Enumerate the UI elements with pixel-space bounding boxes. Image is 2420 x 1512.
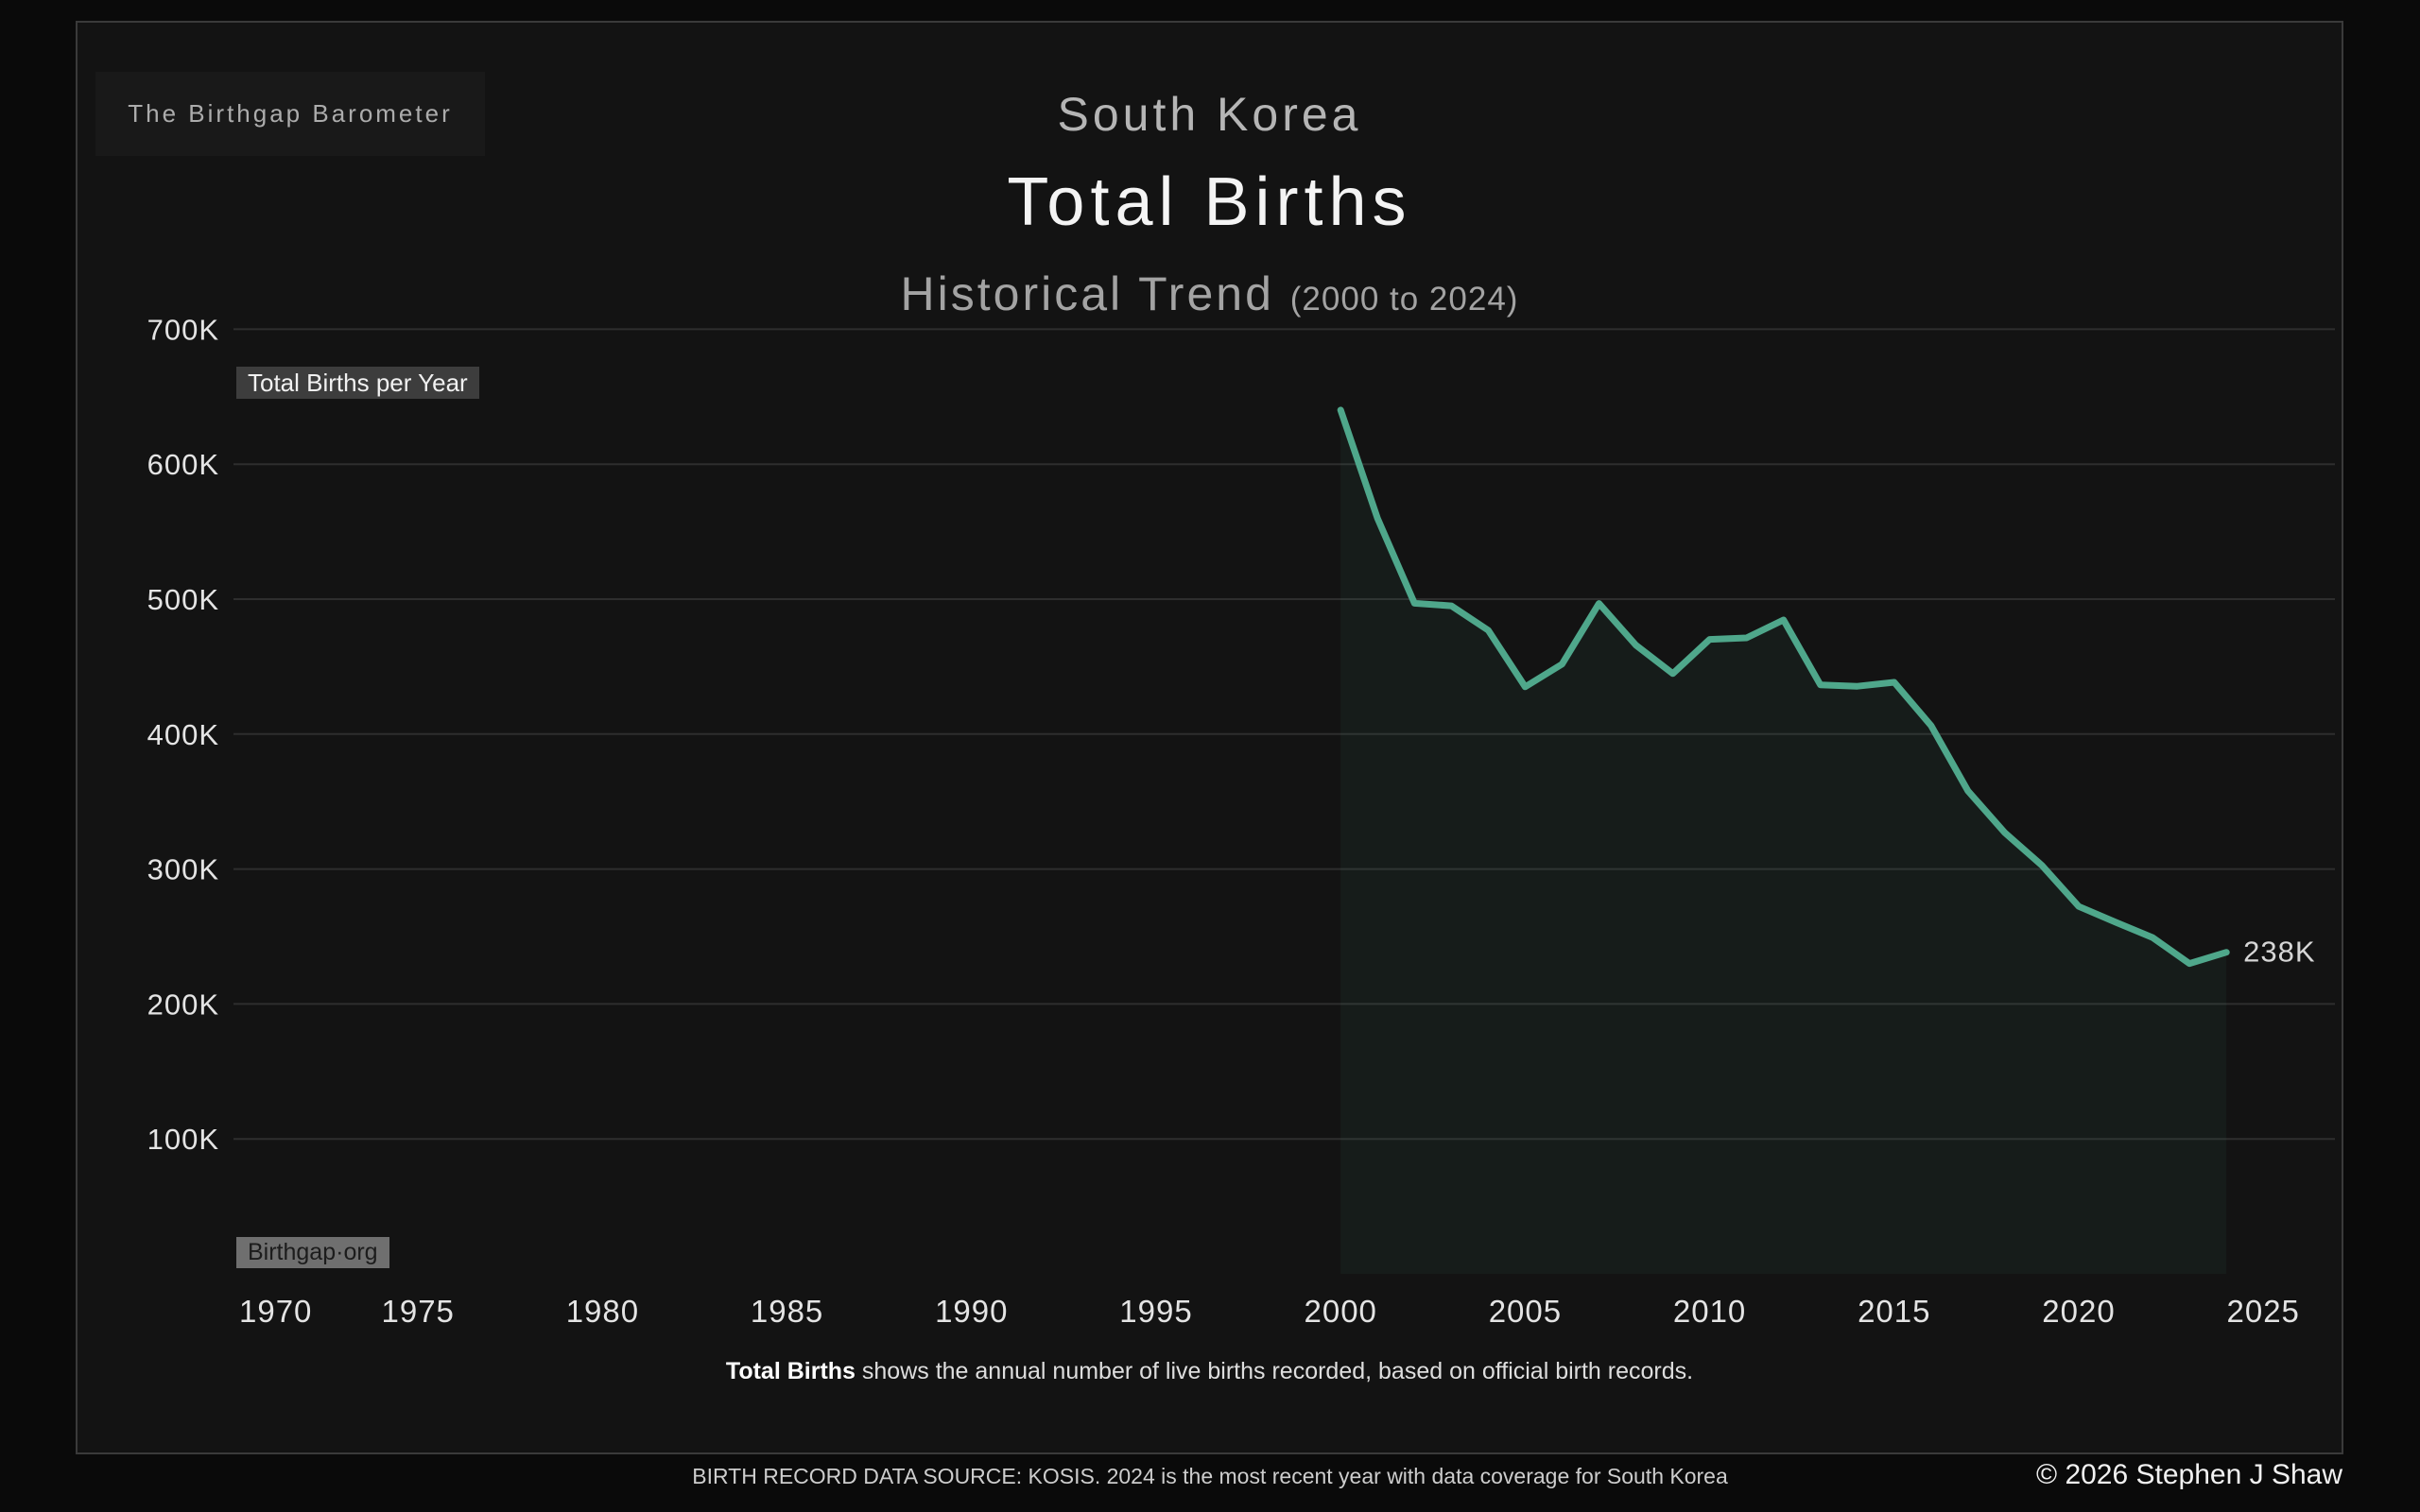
brand-label-text: The Birthgap Barometer xyxy=(128,99,453,128)
copyright-text: © 2026 Stephen J Shaw xyxy=(2036,1459,2342,1490)
caption-description: shows the annual number of live births r… xyxy=(855,1358,1694,1384)
caption-term: Total Births xyxy=(725,1358,856,1384)
brand-label: The Birthgap Barometer xyxy=(95,72,485,156)
site-watermark-text: Birthgap·org xyxy=(248,1239,378,1265)
subtitle: Historical Trend (2000 to 2024) xyxy=(78,270,2342,318)
chart-caption: Total Births shows the annual number of … xyxy=(78,1355,2342,1387)
country-title: South Korea xyxy=(1057,88,1362,141)
series-label-text: Total Births per Year xyxy=(248,368,468,397)
title-block: South Korea Total Births Historical Tren… xyxy=(78,23,2342,318)
subtitle-text: Historical Trend xyxy=(900,267,1274,320)
subtitle-year-range: (2000 to 2024) xyxy=(1289,281,1519,318)
data-source-note: BIRTH RECORD DATA SOURCE: KOSIS. 2024 is… xyxy=(692,1464,1728,1488)
series-label-chip: Total Births per Year xyxy=(236,367,479,399)
site-watermark-chip: Birthgap·org xyxy=(236,1237,389,1268)
chart-card: The Birthgap Barometer South Korea Total… xyxy=(76,21,2343,1454)
page-title: Total Births xyxy=(1007,164,1412,240)
